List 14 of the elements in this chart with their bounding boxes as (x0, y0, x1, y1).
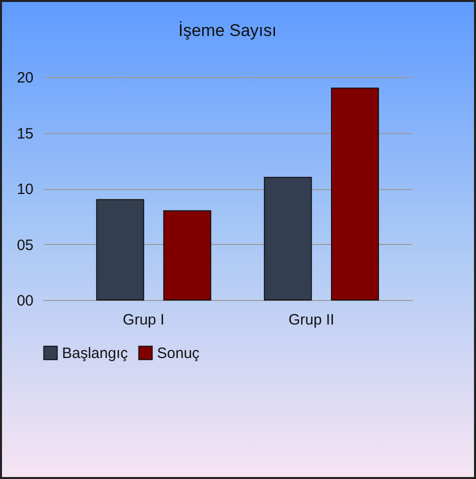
x-tick-label: Grup I (122, 312, 164, 328)
bar (330, 88, 379, 300)
legend-label: Başlangıç (62, 344, 128, 362)
y-tick-label: 00 (16, 292, 34, 310)
bar (264, 176, 312, 300)
y-tick-label: 20 (16, 70, 34, 86)
y-tick-label: 15 (16, 125, 34, 142)
chart-title: İşeme Sayısı (178, 21, 277, 40)
y-tick-label: 10 (16, 181, 34, 198)
bar (96, 199, 144, 300)
x-tick-label: Grup II (288, 312, 334, 328)
y-tick-label: 05 (16, 236, 34, 254)
legend-label: Sonuç (157, 344, 200, 362)
bar (163, 210, 212, 300)
